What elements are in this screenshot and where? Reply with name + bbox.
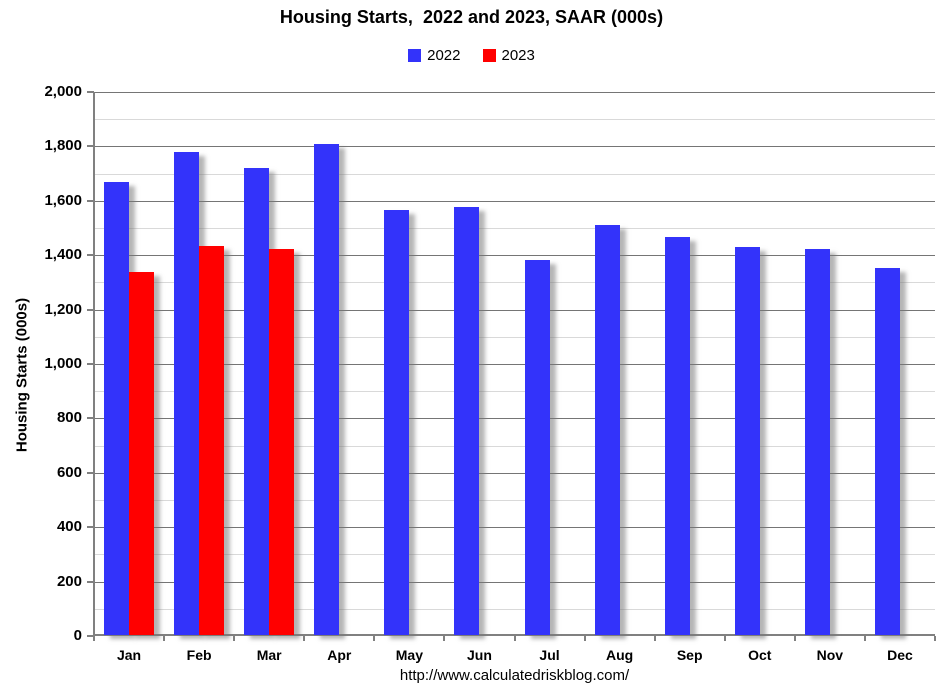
y-axis-tick: [87, 580, 94, 583]
x-axis-tick: [934, 636, 936, 641]
y-axis-tick: [87, 635, 94, 637]
gridline-minor: [94, 554, 935, 556]
bar-2022-oct: [734, 247, 760, 635]
gridline-major: [94, 200, 935, 202]
x-axis-label: Feb: [186, 647, 212, 663]
gridline-major: [94, 255, 935, 257]
bar-2022-dec: [874, 268, 900, 635]
x-axis-tick: [303, 636, 306, 641]
x-axis-label: Nov: [816, 647, 844, 663]
bar-2022-may: [384, 210, 410, 635]
bar-2022-mar: [244, 168, 270, 635]
gridline-major: [94, 527, 935, 529]
chart-title: Housing Starts, 2022 and 2023, SAAR (000…: [279, 7, 664, 27]
legend-label-2022: 2022: [427, 47, 461, 64]
x-axis-label: Jul: [539, 647, 560, 663]
x-axis-tick: [583, 636, 586, 641]
y-tick-label: 1,600: [44, 191, 82, 209]
x-axis-tick: [653, 636, 656, 641]
bar-2023-mar: [269, 248, 295, 635]
y-axis-tick: [87, 254, 94, 257]
y-tick-label: 800: [56, 409, 82, 427]
x-axis-line: [94, 634, 935, 636]
bar-2022-sep: [664, 237, 690, 635]
x-axis-tick: [233, 636, 236, 641]
x-axis-label: Aug: [606, 647, 634, 663]
x-axis-tick: [723, 636, 726, 641]
y-tick-label: 400: [56, 518, 82, 536]
bar-2022-nov: [804, 249, 830, 635]
y-tick-label: 0: [73, 627, 82, 644]
y-axis-title: Housing Starts (000s): [13, 297, 31, 453]
legend-item-2023: 2023: [482, 47, 535, 64]
y-tick-label: 1,200: [44, 300, 82, 318]
x-axis-tick: [373, 636, 376, 641]
y-axis-tick: [87, 308, 94, 311]
bar-2023-feb: [199, 246, 225, 635]
x-axis-label: May: [395, 647, 423, 663]
legend-swatch-2023: [482, 49, 496, 62]
gridline-major: [94, 92, 935, 93]
bar-2022-feb: [174, 152, 200, 635]
legend-label-2023: 2023: [501, 47, 535, 64]
x-axis-label: Dec: [887, 647, 913, 663]
x-axis-tick: [443, 636, 446, 641]
y-axis-tick: [87, 471, 94, 474]
gridline-major: [94, 472, 935, 474]
gridline-major: [94, 364, 935, 365]
legend-item-2022: 2022: [408, 47, 461, 64]
gridline-major: [94, 146, 935, 148]
x-axis-label: Mar: [256, 647, 282, 663]
y-tick-label: 2,000: [44, 83, 82, 100]
gridline-minor: [94, 336, 935, 338]
y-tick-label: 1,000: [44, 355, 82, 372]
gridline-major: [94, 581, 935, 583]
y-axis-tick: [87, 145, 94, 148]
y-axis-tick: [87, 363, 94, 365]
x-axis-tick: [163, 636, 166, 641]
gridline-minor: [94, 228, 935, 229]
x-axis-tick: [863, 636, 866, 641]
x-axis-label: Jan: [116, 647, 142, 663]
y-tick-label: 1,400: [44, 246, 82, 264]
gridline-major: [94, 418, 935, 420]
gridline-minor: [94, 500, 935, 501]
y-tick-label: 1,800: [44, 137, 82, 155]
gridline-minor: [94, 119, 935, 121]
y-axis-line: [93, 92, 95, 641]
legend-swatch-2022: [408, 49, 422, 62]
y-tick-label: 600: [56, 463, 82, 481]
bar-2022-jan: [104, 181, 129, 635]
gridline-minor: [94, 282, 935, 284]
footer-url: http://www.calculatedriskblog.com/: [399, 667, 630, 684]
legend: 2022 2023: [0, 47, 943, 64]
y-axis-tick: [87, 199, 94, 202]
bar-2023-jan: [129, 272, 154, 635]
x-axis-tick: [93, 636, 95, 641]
y-axis-tick: [87, 526, 94, 529]
y-axis-tick: [87, 91, 94, 93]
x-axis-label: Apr: [327, 647, 352, 663]
x-axis-tick: [513, 636, 516, 641]
y-axis-tick: [87, 417, 94, 420]
x-axis-tick: [793, 636, 796, 641]
bar-2022-jul: [524, 259, 550, 635]
gridline-minor: [94, 445, 935, 447]
bar-2022-apr: [314, 144, 340, 635]
bar-2022-aug: [594, 224, 620, 635]
x-axis-label: Jun: [467, 647, 492, 663]
x-axis-label: Sep: [676, 647, 703, 663]
gridline-minor: [94, 173, 935, 175]
plot-area: [87, 91, 936, 641]
x-axis-label: Oct: [748, 647, 772, 663]
bar-2022-jun: [454, 207, 480, 635]
y-tick-label: 200: [56, 572, 82, 590]
gridline-minor: [94, 608, 935, 610]
gridline-major: [94, 309, 935, 311]
gridline-minor: [94, 391, 935, 393]
